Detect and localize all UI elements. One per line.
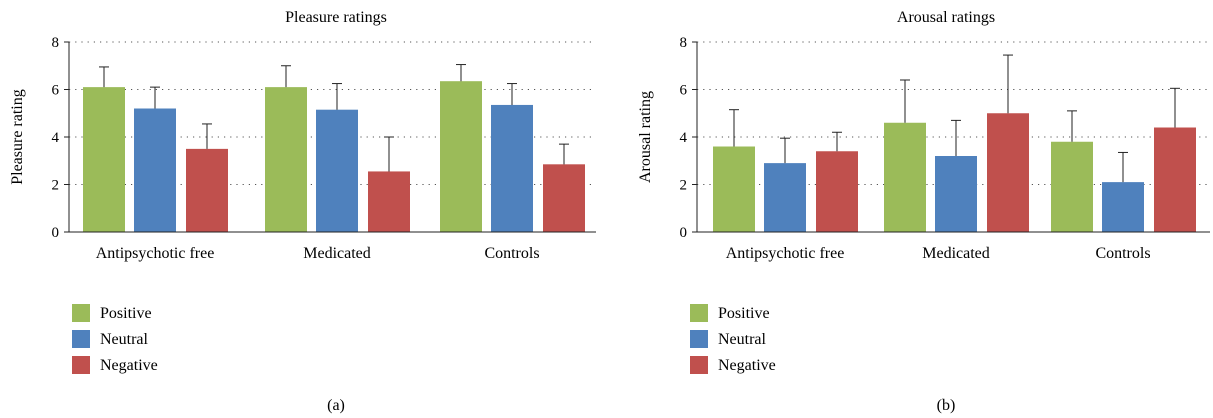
chart-title: Arousal ratings bbox=[897, 9, 995, 26]
x-category-label: Controls bbox=[484, 245, 539, 262]
legend-swatch-positive bbox=[690, 304, 708, 322]
y-tick-label: 8 bbox=[52, 35, 60, 51]
bar-negative-3 bbox=[1154, 127, 1196, 232]
bar-neutral-3 bbox=[491, 104, 533, 232]
bar-negative-1 bbox=[816, 151, 858, 232]
legend-swatch-negative bbox=[72, 356, 90, 374]
bar-positive-2 bbox=[265, 87, 307, 232]
legend-label: Neutral bbox=[100, 331, 149, 348]
chart-panel-1: Pleasure ratings Pleasure rating 0 2 4 6 8 Anti… bbox=[9, 9, 596, 414]
panel-caption: (a) bbox=[327, 397, 345, 414]
bar-positive-3 bbox=[1051, 141, 1093, 232]
y-tick-label: 0 bbox=[680, 225, 688, 241]
x-category-label: Antipsychotic free bbox=[96, 245, 215, 262]
bar-neutral-2 bbox=[316, 109, 358, 232]
bar-neutral-3 bbox=[1102, 182, 1144, 232]
panel-caption: (b) bbox=[937, 397, 956, 414]
bar-neutral-1 bbox=[134, 108, 176, 232]
x-category-label: Controls bbox=[1095, 245, 1150, 262]
legend-label: Negative bbox=[100, 357, 158, 374]
x-category-label: Antipsychotic free bbox=[726, 245, 845, 262]
legend-label: Negative bbox=[718, 357, 776, 374]
y-tick-label: 4 bbox=[52, 130, 60, 146]
x-category-label: Medicated bbox=[303, 245, 371, 262]
bar-negative-2 bbox=[368, 171, 410, 232]
legend-swatch-neutral bbox=[690, 330, 708, 348]
bar-neutral-2 bbox=[935, 156, 977, 232]
legend-label: Positive bbox=[100, 305, 152, 322]
legend-label: Positive bbox=[718, 305, 770, 322]
bar-positive-1 bbox=[83, 87, 125, 232]
bar-negative-1 bbox=[186, 148, 228, 232]
bar-negative-2 bbox=[987, 113, 1029, 232]
y-tick-label: 2 bbox=[52, 178, 60, 194]
legend-swatch-neutral bbox=[72, 330, 90, 348]
y-tick-label: 6 bbox=[52, 83, 60, 99]
legend-swatch-positive bbox=[72, 304, 90, 322]
bar-positive-3 bbox=[440, 81, 482, 232]
x-category-label: Medicated bbox=[922, 245, 990, 262]
chart-panel-2: Arousal ratings Arousal rating 0 2 4 6 8 Antips… bbox=[637, 9, 1210, 414]
y-tick-label: 6 bbox=[680, 83, 688, 99]
bar-neutral-1 bbox=[764, 163, 806, 232]
legend-label: Neutral bbox=[718, 331, 767, 348]
bar-negative-3 bbox=[543, 164, 585, 232]
bar-positive-2 bbox=[884, 122, 926, 232]
y-tick-label: 2 bbox=[680, 178, 688, 194]
y-axis-label: Arousal rating bbox=[637, 91, 654, 183]
legend-swatch-negative bbox=[690, 356, 708, 374]
y-tick-label: 0 bbox=[52, 225, 60, 241]
y-tick-label: 4 bbox=[680, 130, 688, 146]
y-tick-label: 8 bbox=[680, 35, 688, 51]
y-axis-label: Pleasure rating bbox=[9, 89, 26, 185]
bar-positive-1 bbox=[713, 146, 755, 232]
chart-title: Pleasure ratings bbox=[285, 9, 387, 26]
